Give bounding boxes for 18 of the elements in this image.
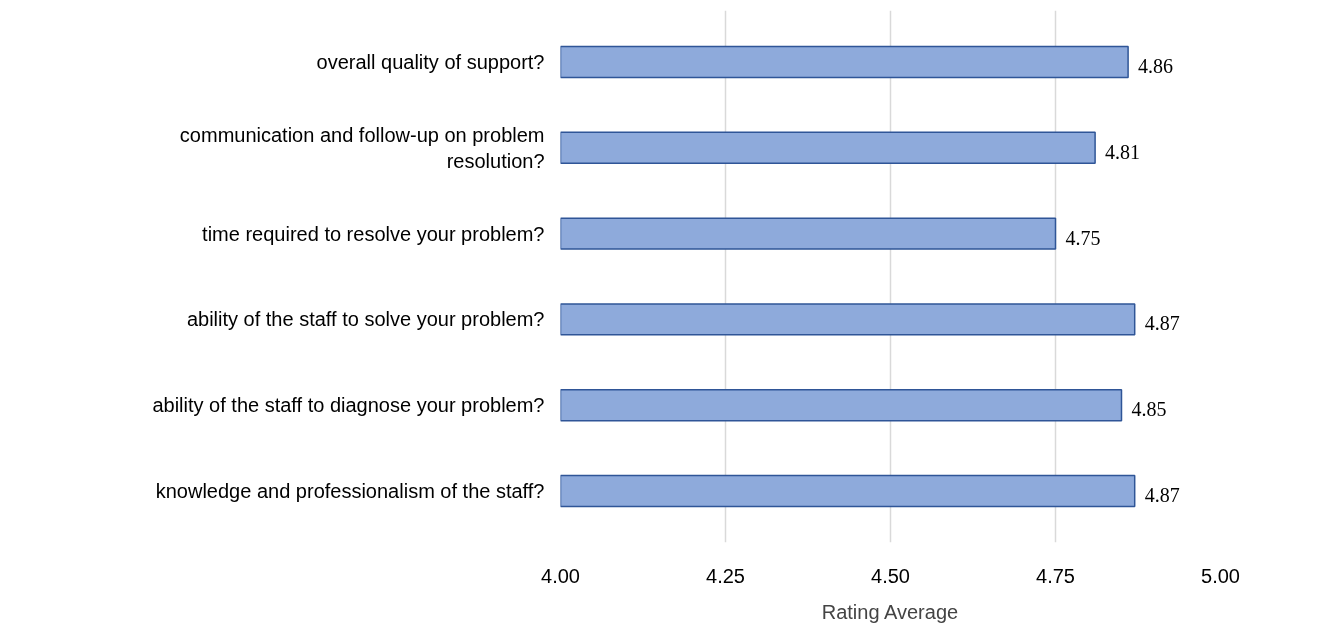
x-tick-label: 4.25: [706, 564, 745, 587]
y-tick-label: communication and follow-up on problem resolution?: [179, 123, 545, 172]
x-tick-label: 5.00: [1201, 564, 1240, 587]
y-tick-label: ability of the staff to solve your problem?: [186, 308, 545, 331]
data-label: 4.75: [1065, 226, 1101, 249]
y-tick-label: time required to resolve your problem?: [202, 222, 545, 245]
x-axis-title: Rating Average: [821, 600, 959, 623]
x-tick-label: 4.75: [1036, 564, 1075, 587]
data-label: 4.87: [1144, 484, 1180, 507]
data-label: 4.85: [1131, 398, 1167, 421]
y-tick-label: ability of the staff to diagnose your problem?: [152, 394, 545, 417]
x-tick-label: 4.00: [541, 564, 580, 587]
y-tick-label: knowledge and professionalism of the staff?: [155, 480, 545, 503]
data-label: 4.87: [1144, 312, 1180, 335]
data-label: 4.86: [1138, 54, 1174, 77]
y-tick-label: overall quality of support?: [316, 50, 545, 73]
x-tick-label: 4.50: [871, 564, 910, 587]
data-label: 4.81: [1105, 140, 1141, 163]
